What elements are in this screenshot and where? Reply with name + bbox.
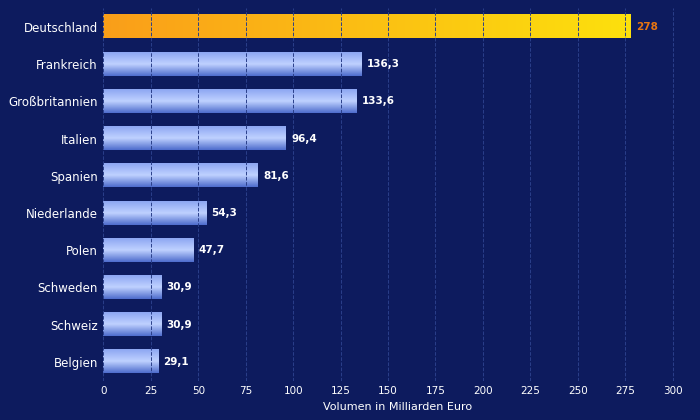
Text: 29,1: 29,1 — [163, 357, 189, 367]
X-axis label: Volumen in Milliarden Euro: Volumen in Milliarden Euro — [323, 402, 472, 412]
Text: 278: 278 — [636, 22, 657, 32]
Text: 54,3: 54,3 — [211, 208, 237, 218]
Text: 96,4: 96,4 — [291, 134, 317, 144]
Text: 81,6: 81,6 — [263, 171, 288, 181]
Text: 136,3: 136,3 — [367, 59, 400, 69]
Text: 30,9: 30,9 — [167, 283, 193, 292]
Text: 133,6: 133,6 — [362, 96, 395, 106]
Text: 47,7: 47,7 — [199, 245, 225, 255]
Text: 30,9: 30,9 — [167, 320, 193, 330]
